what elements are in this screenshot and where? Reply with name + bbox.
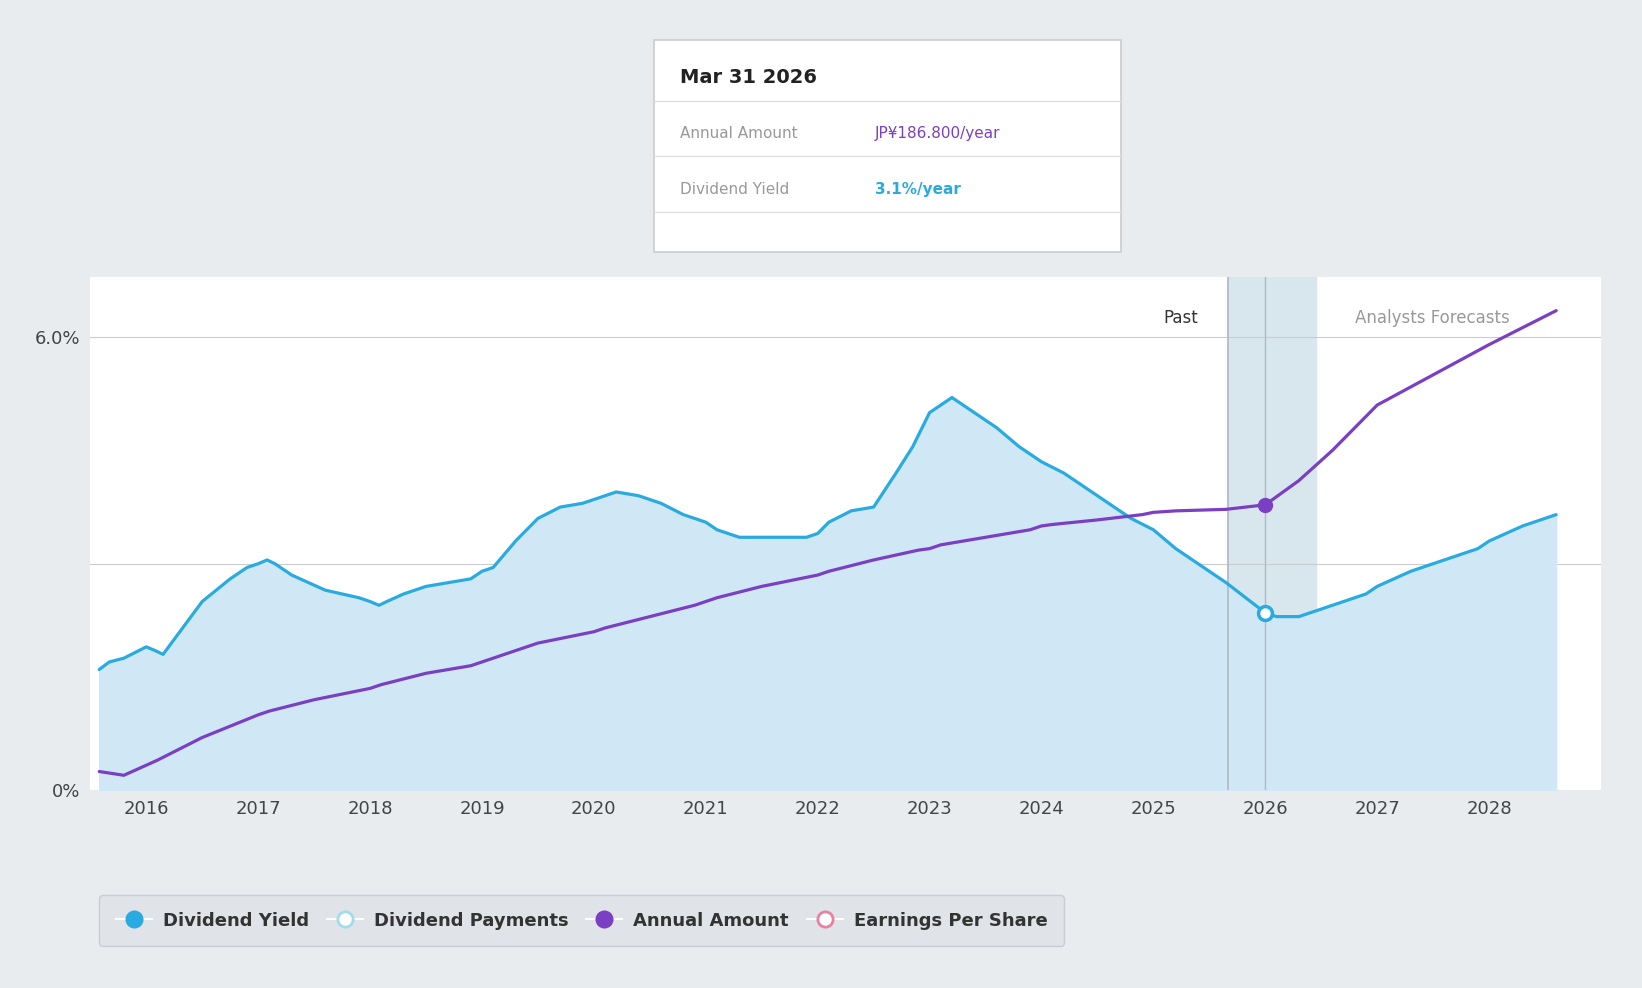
Text: Past: Past — [1164, 309, 1199, 327]
Text: 3.1%/year: 3.1%/year — [875, 182, 961, 198]
Text: Dividend Yield: Dividend Yield — [680, 182, 790, 198]
Text: Annual Amount: Annual Amount — [680, 125, 798, 141]
Bar — [1228, 277, 1315, 790]
Text: Mar 31 2026: Mar 31 2026 — [680, 67, 816, 87]
Text: JP¥186.800/year: JP¥186.800/year — [875, 125, 1000, 141]
Text: Analysts Forecasts: Analysts Forecasts — [1355, 309, 1509, 327]
Legend: Dividend Yield, Dividend Payments, Annual Amount, Earnings Per Share: Dividend Yield, Dividend Payments, Annua… — [99, 895, 1064, 946]
